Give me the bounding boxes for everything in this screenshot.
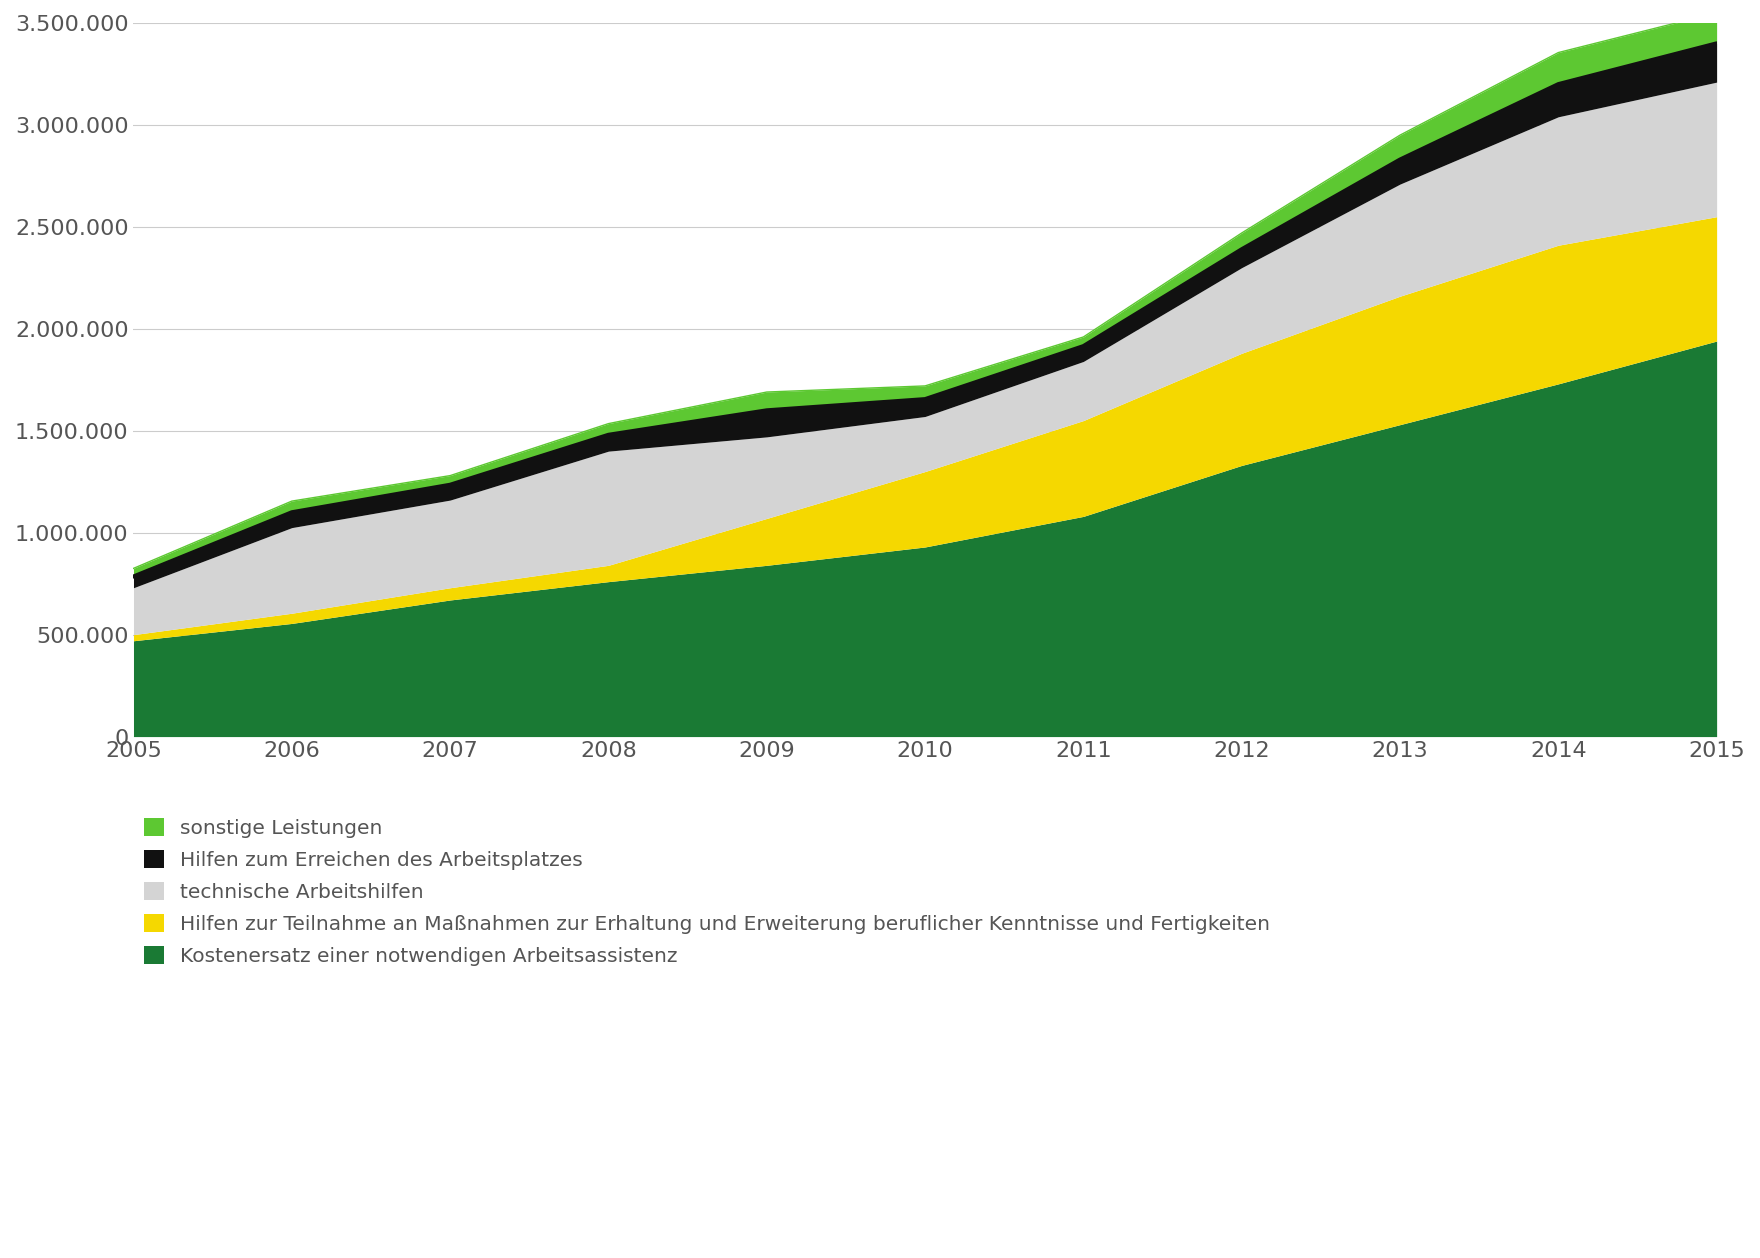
Legend: sonstige Leistungen, Hilfen zum Erreichen des Arbeitsplatzes, technische Arbeits: sonstige Leistungen, Hilfen zum Erreiche…: [144, 818, 1269, 966]
